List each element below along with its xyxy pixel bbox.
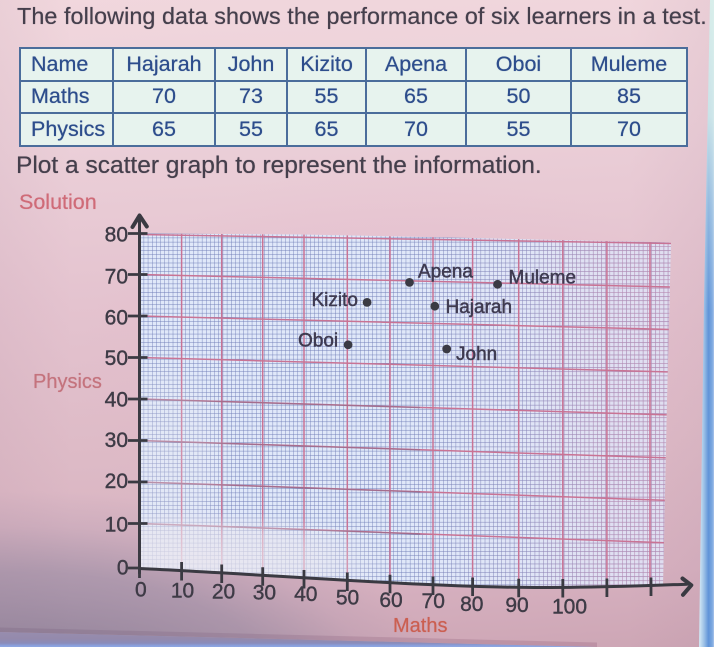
svg-text:50: 50 xyxy=(336,587,359,610)
svg-text:80: 80 xyxy=(105,224,128,247)
svg-text:60: 60 xyxy=(105,307,128,330)
svg-text:70: 70 xyxy=(422,590,445,613)
svg-text:20: 20 xyxy=(105,470,128,493)
svg-text:0: 0 xyxy=(117,557,129,580)
svg-text:60: 60 xyxy=(379,589,402,612)
svg-text:20: 20 xyxy=(212,581,235,604)
svg-text:Kizito: Kizito xyxy=(312,290,358,311)
svg-text:Oboi: Oboi xyxy=(298,331,338,352)
svg-text:Muleme: Muleme xyxy=(509,268,577,289)
svg-text:0: 0 xyxy=(135,579,147,602)
svg-text:Hajarah: Hajarah xyxy=(446,297,513,318)
svg-text:10: 10 xyxy=(171,580,194,603)
svg-text:50: 50 xyxy=(105,347,128,370)
svg-text:10: 10 xyxy=(105,514,128,537)
svg-text:90: 90 xyxy=(505,594,528,617)
svg-text:40: 40 xyxy=(105,389,128,412)
svg-text:Apena: Apena xyxy=(418,262,473,283)
svg-text:30: 30 xyxy=(253,582,276,605)
svg-text:John: John xyxy=(456,344,497,365)
svg-text:100: 100 xyxy=(552,596,587,619)
svg-text:70: 70 xyxy=(105,266,128,289)
svg-text:40: 40 xyxy=(294,583,317,606)
svg-text:30: 30 xyxy=(105,429,128,452)
svg-text:80: 80 xyxy=(460,593,483,616)
